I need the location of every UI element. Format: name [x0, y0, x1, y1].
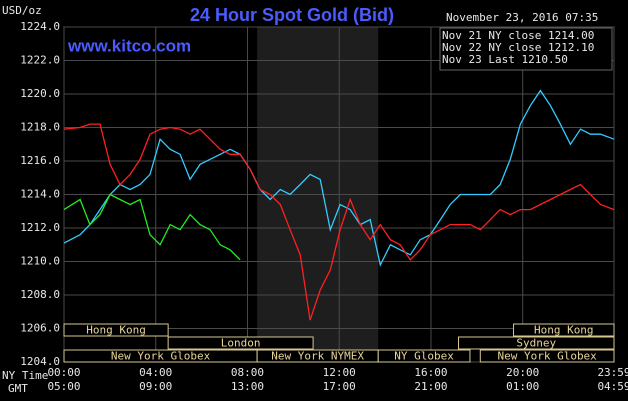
y-tick-label: 1206.0 [20, 322, 60, 335]
series-line [63, 89, 615, 267]
x2-tick-label: 04:59 [597, 380, 628, 393]
legend-box [439, 27, 613, 71]
session-label: New York Globex [497, 350, 597, 363]
session-label: Hong Kong [86, 324, 146, 337]
y-tick-label: 1222.0 [20, 54, 60, 67]
series-line [63, 123, 615, 321]
session-bar [513, 323, 615, 337]
x2-tick-label: 21:00 [414, 380, 447, 393]
session-bar [63, 323, 169, 337]
x-tick-label: 20:00 [506, 366, 539, 379]
y-axis-label: USD/oz [2, 4, 42, 17]
chart-title: 24 Hour Spot Gold (Bid) [190, 5, 394, 25]
y-tick-label: 1212.0 [20, 221, 60, 234]
y-tick-label: 1218.0 [20, 121, 60, 134]
x-tick-label: 23:59 [597, 366, 628, 379]
legend-entry: Nov 23 Last 1210.50 [442, 53, 568, 66]
legend-entry: Nov 21 NY close 1214.00 [442, 29, 594, 42]
y-tick-label: 1214.0 [20, 188, 60, 201]
x-tick-label: 04:00 [139, 366, 172, 379]
y-tick-label: 1208.0 [20, 288, 60, 301]
y-tick-label: 1210.0 [20, 255, 60, 268]
y-tick-label: 1220.0 [20, 87, 60, 100]
subtitle: www.kitco.com [67, 36, 191, 55]
x-tick-label: 00:00 [47, 366, 80, 379]
y-tick-label: 1224.0 [20, 20, 60, 33]
x-axis-label: GMT [8, 382, 28, 395]
session-bar [167, 336, 314, 350]
session-label: NY Globex [394, 350, 454, 363]
x2-tick-label: 17:00 [323, 380, 356, 393]
x2-tick-label: 13:00 [231, 380, 264, 393]
x-axis-label: NY Time [2, 369, 48, 382]
x-tick-label: 12:00 [323, 366, 356, 379]
y-tick-label: 1216.0 [20, 154, 60, 167]
x2-tick-label: 05:00 [47, 380, 80, 393]
session-label: London [221, 337, 261, 350]
y-tick-label: 1204.0 [20, 355, 60, 368]
session-label: New York Globex [111, 350, 211, 363]
x-tick-label: 08:00 [231, 366, 264, 379]
timestamp: November 23, 2016 07:35 [446, 11, 598, 24]
legend-entry: Nov 22 NY close 1212.10 [442, 41, 594, 54]
session-label: New York NYMEX [271, 350, 364, 363]
x2-tick-label: 09:00 [139, 380, 172, 393]
session-bar [457, 336, 615, 350]
session-bar [479, 349, 615, 363]
session-label: Hong Kong [534, 324, 594, 337]
x-tick-label: 16:00 [414, 366, 447, 379]
x2-tick-label: 01:00 [506, 380, 539, 393]
session-label: Sydney [516, 337, 556, 350]
series-line [63, 193, 241, 261]
session-bar [377, 349, 471, 363]
